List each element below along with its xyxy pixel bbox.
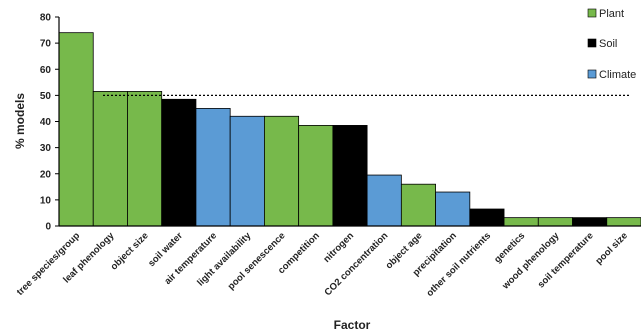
bar-pool-size (606, 217, 641, 227)
legend-label-climate: Climate (599, 69, 636, 81)
bar-precipitation (435, 191, 471, 227)
bar-nitrogen (332, 125, 368, 227)
legend-label-soil: Soil (599, 38, 617, 50)
x-category-label: other soil nutrients (424, 230, 493, 299)
legend-swatch-climate (587, 69, 597, 79)
legend-swatch-plant (587, 8, 597, 18)
bar-tree-species-group (58, 32, 94, 227)
y-axis-ticks: 0 10 20 30 40 50 60 70 80 (40, 13, 59, 233)
bar-leaf-phenology (92, 91, 128, 227)
y-tick-label: 50 (40, 91, 52, 102)
y-tick-label: 30 (40, 143, 52, 154)
bar-soil-temperature (572, 217, 608, 227)
bar-genetics (503, 217, 539, 227)
y-tick-label: 40 (40, 117, 52, 128)
x-category-label: wood phenology (500, 230, 562, 292)
y-tick-label: 70 (40, 39, 52, 50)
bar-light-availability (229, 115, 265, 227)
x-category-label: pool size (593, 230, 630, 267)
y-tick-label: 20 (40, 169, 52, 180)
x-category-label: nitrogen (321, 230, 356, 265)
bar-air-temperature (195, 108, 231, 227)
x-axis-title: Factor (334, 318, 371, 331)
bars (58, 32, 641, 227)
bar-object-age (400, 183, 436, 227)
axes (58, 17, 641, 227)
legend-swatch-soil (587, 38, 597, 48)
x-category-label: genetics (492, 230, 527, 265)
bar-other-soil-nutrients (469, 208, 505, 227)
y-tick-label: 80 (40, 13, 52, 24)
bar-competition (298, 125, 334, 227)
bar-pool-senescence (264, 115, 300, 227)
y-tick-label: 10 (40, 195, 52, 206)
y-tick-label: 0 (45, 222, 51, 233)
y-tick-label: 60 (40, 65, 52, 76)
bar-object-size (127, 91, 163, 227)
x-category-label: CO2 concentration (322, 230, 390, 298)
y-axis-title: % models (13, 93, 27, 149)
bar-soil-water (161, 98, 197, 227)
legend: Plant Soil Climate (587, 8, 636, 81)
bar-wood-phenology (537, 217, 573, 227)
legend-label-plant: Plant (599, 8, 624, 20)
bar-co2-concentration (366, 174, 402, 227)
x-category-label: tree species/group (15, 230, 83, 298)
